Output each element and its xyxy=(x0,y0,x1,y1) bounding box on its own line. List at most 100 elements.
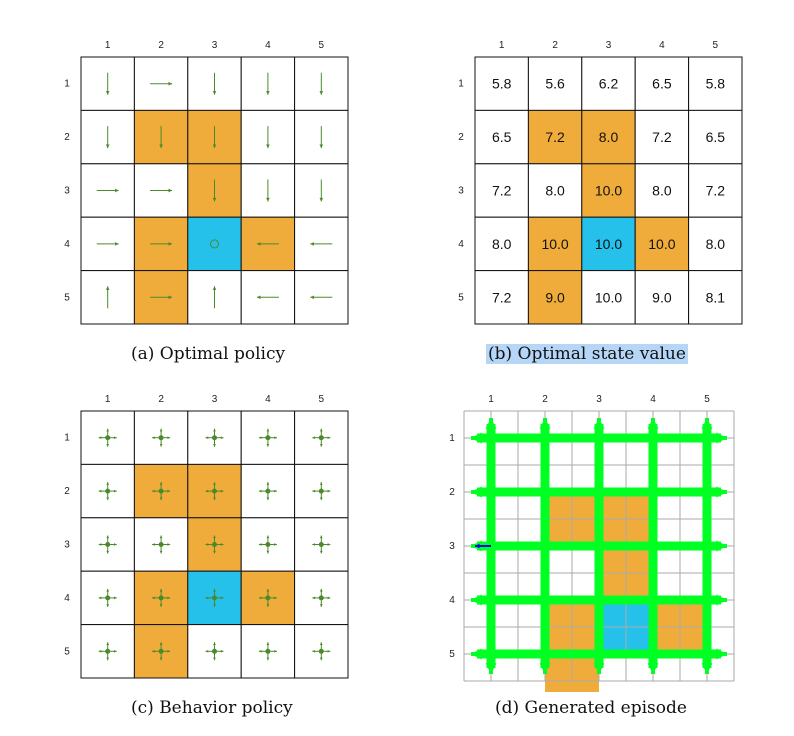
behavior-policy-grid: 1 2 3 4 5 1 2 3 4 5 xyxy=(64,394,349,679)
state-value-label: 7.2 xyxy=(492,183,512,199)
row-label: 2 xyxy=(64,132,70,143)
grid-cell-forbidden xyxy=(187,109,242,165)
column-label: 3 xyxy=(212,394,218,405)
uniform-policy-icon xyxy=(152,482,171,501)
grid-cell-normal xyxy=(474,270,529,325)
grid-cell-forbidden xyxy=(581,163,636,218)
arrow-icon xyxy=(471,432,491,444)
grid-cell-normal xyxy=(240,163,296,218)
uniform-policy-icon xyxy=(258,482,277,501)
state-value-label: 7.2 xyxy=(492,289,512,305)
arrow-icon xyxy=(310,295,333,300)
column-label: 3 xyxy=(606,40,612,51)
caption-optimal-state-value: (b) Optimal state value xyxy=(486,344,688,364)
uniform-policy-icon xyxy=(152,642,171,661)
row-label: 2 xyxy=(449,487,455,498)
grid-cell-normal xyxy=(474,163,529,218)
state-value-label: 8.0 xyxy=(599,129,619,145)
grid-cell-normal xyxy=(474,109,529,165)
row-label: 2 xyxy=(64,486,70,497)
uniform-policy-icon xyxy=(312,642,331,661)
arrow-icon xyxy=(319,126,324,149)
arrow-icon xyxy=(96,242,119,246)
caption-behavior-policy: (c) Behavior policy xyxy=(131,698,293,718)
uniform-policy-icon xyxy=(258,535,277,554)
state-value-label: 8.0 xyxy=(706,236,726,252)
column-label: 1 xyxy=(105,394,111,405)
arrow-icon xyxy=(701,654,713,674)
uniform-policy-icon xyxy=(205,482,224,501)
grid-cell-normal xyxy=(581,56,636,111)
start-arrow-icon xyxy=(475,543,491,549)
uniform-policy-icon xyxy=(205,428,224,447)
optimal-policy-grid: 1 2 3 4 5 1 2 3 4 5 xyxy=(64,40,349,325)
row-label: 3 xyxy=(64,540,70,551)
uniform-policy-icon xyxy=(312,482,331,501)
arrow-icon xyxy=(96,188,119,193)
column-label: 1 xyxy=(499,40,505,51)
row-label: 3 xyxy=(64,186,70,197)
grid-cell-normal xyxy=(634,56,690,111)
uniform-policy-icon xyxy=(258,428,277,447)
row-label: 3 xyxy=(449,541,455,552)
arrow-icon xyxy=(266,126,270,149)
column-label: 3 xyxy=(596,394,602,405)
arrow-icon xyxy=(471,594,491,606)
uniform-policy-icon xyxy=(98,588,117,607)
uniform-policy-icon xyxy=(152,428,171,447)
uniform-policy-icon xyxy=(205,588,224,607)
column-label: 1 xyxy=(105,40,111,51)
row-label: 4 xyxy=(449,595,455,606)
panel-generated-episode: 1 2 3 4 5 1 2 3 4 5 xyxy=(444,392,764,708)
row-label: 4 xyxy=(64,593,70,604)
arrow-icon xyxy=(212,179,217,202)
generated-episode-grid: 1 2 3 4 5 1 2 3 4 5 xyxy=(449,394,735,708)
state-value-label: 6.5 xyxy=(652,76,672,92)
state-value-label: 9.0 xyxy=(652,289,672,305)
state-value-label: 10.0 xyxy=(595,183,622,199)
uniform-policy-icon xyxy=(258,588,277,607)
panel-behavior-policy: 1 2 3 4 5 1 2 3 4 5 xyxy=(50,392,370,697)
column-label: 1 xyxy=(488,394,494,405)
column-label: 5 xyxy=(704,394,710,405)
state-value-label: 8.1 xyxy=(706,289,726,305)
state-value-label: 6.5 xyxy=(492,129,512,145)
column-label: 2 xyxy=(552,40,558,51)
grid-cell-normal xyxy=(634,270,690,325)
row-label: 5 xyxy=(64,646,70,657)
panel-optimal-state-value: 1 2 3 4 5 1 2 3 4 5 5.8 5.6 6.2 6.5 5.8 6.5 7.2 8.0 7.2 6.5… xyxy=(444,38,764,343)
grid-cell-target xyxy=(581,216,636,272)
grid-cell-forbidden xyxy=(527,109,583,165)
uniform-policy-icon xyxy=(312,588,331,607)
arrow-icon xyxy=(212,72,217,95)
row-label: 5 xyxy=(64,292,70,303)
arrow-icon xyxy=(105,72,110,95)
state-value-label: 8.0 xyxy=(545,183,565,199)
column-label: 2 xyxy=(158,394,164,405)
grid-cell-normal xyxy=(688,270,743,325)
grid-cell-normal xyxy=(688,163,743,218)
grid-cell-normal xyxy=(294,624,349,679)
row-label: 1 xyxy=(64,433,70,444)
state-value-label: 7.2 xyxy=(545,129,565,145)
arrow-icon xyxy=(256,295,279,300)
arrow-icon xyxy=(266,179,270,202)
state-value-label: 7.2 xyxy=(652,129,672,145)
column-label: 4 xyxy=(265,40,271,51)
grid-cell-normal xyxy=(474,56,529,111)
column-label: 2 xyxy=(158,40,164,51)
arrow-icon xyxy=(485,418,497,438)
arrow-icon xyxy=(150,188,173,193)
arrow-icon xyxy=(707,648,727,660)
arrow-icon xyxy=(701,418,713,438)
grid-cell-normal xyxy=(294,517,349,572)
arrow-icon xyxy=(212,126,217,149)
grid-cell-forbidden xyxy=(527,216,583,272)
stay-icon xyxy=(210,239,219,249)
column-label: 5 xyxy=(319,394,325,405)
state-value-label: 7.2 xyxy=(706,183,726,199)
column-label: 4 xyxy=(650,394,656,405)
column-label: 5 xyxy=(713,40,719,51)
grid-cell-normal xyxy=(187,270,242,325)
grid-cell-forbidden xyxy=(581,109,636,165)
